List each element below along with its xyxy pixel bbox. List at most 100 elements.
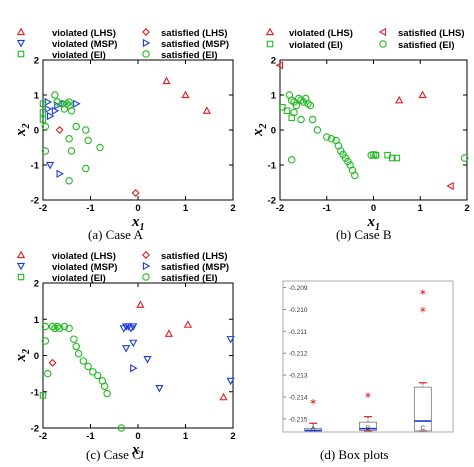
category-label: C — [420, 425, 425, 432]
legend-violated-ei: violated (EI) — [52, 50, 106, 61]
series-violated-msp — [119, 323, 235, 393]
data-point — [79, 357, 88, 365]
data-point — [202, 106, 212, 114]
box-B: ∗ — [359, 391, 377, 432]
data-point — [41, 322, 50, 331]
y-tick-label: 2 — [34, 279, 39, 290]
data-point — [39, 116, 47, 123]
data-point — [304, 100, 312, 108]
x-tick-label: 0 — [135, 203, 140, 214]
x-tick-label: -1 — [323, 203, 332, 214]
y-tick-label: -0.212 — [289, 351, 308, 358]
data-point — [131, 189, 140, 197]
data-point — [84, 136, 92, 145]
caption-case-c: (c) Case C — [86, 447, 141, 462]
data-point — [294, 94, 303, 103]
legend-marker-violated-msp — [16, 39, 26, 48]
legend-top-left: violated (LHS) satisfied (LHS) violated … — [16, 27, 229, 61]
square-marker — [17, 273, 25, 281]
data-point — [72, 122, 81, 131]
data-point — [275, 61, 284, 70]
data-point — [101, 382, 109, 391]
series-violated-ei — [39, 100, 47, 123]
data-point — [65, 324, 73, 333]
legend-satisfied-msp: satisfied (MSP) — [161, 39, 229, 50]
x-tick-label: -2 — [276, 203, 284, 214]
data-point — [54, 101, 62, 110]
legend-satisfied-lhs-b: satisfied (LHS) — [398, 28, 465, 39]
data-point — [308, 115, 317, 124]
legend-marker-violated-ei — [17, 50, 25, 58]
x-tick-label: -2 — [39, 431, 47, 442]
x-tick-label: 2 — [230, 431, 235, 442]
legend-marker-violated-lhs — [16, 27, 26, 36]
y-tick-label: -0.215 — [289, 416, 308, 423]
outlier-marker: ∗ — [364, 391, 372, 401]
data-point — [51, 91, 59, 99]
data-point — [51, 106, 60, 115]
x-tick-label: 1 — [418, 203, 424, 214]
data-point — [60, 105, 69, 113]
y-tick-label: -0.210 — [289, 307, 308, 314]
circle-marker — [142, 273, 150, 281]
y-tick-label: -0.214 — [289, 394, 308, 401]
data-point — [287, 96, 296, 105]
data-point — [55, 324, 64, 333]
data-point — [70, 335, 78, 343]
square-marker — [17, 50, 25, 58]
legend-marker-satisfied-lhs-b — [378, 27, 387, 37]
data-point — [395, 95, 404, 104]
data-point — [162, 76, 171, 85]
data-point — [292, 101, 301, 110]
data-point — [45, 161, 55, 170]
data-point — [219, 392, 228, 401]
data-point — [44, 104, 53, 114]
box-plot-panel: -0.209 -0.210 -0.211 -0.212 -0.213 -0.214 -0.2… — [282, 280, 454, 433]
y-axis-label: x2 — [13, 349, 32, 363]
legend-violated-lhs-c: violated (LHS) — [52, 251, 116, 262]
data-point — [74, 349, 83, 358]
legend-marker-violated-ei-b — [266, 40, 274, 48]
data-point — [65, 177, 73, 185]
box-iqr — [359, 421, 377, 431]
data-point — [41, 147, 50, 155]
legend-satisfied-msp-c: satisfied (MSP) — [161, 262, 229, 273]
series-violated-lhs — [395, 90, 427, 104]
y-tick-label: -0.211 — [289, 329, 307, 336]
series-violated-msp — [45, 161, 55, 170]
legend-satisfied-lhs: satisfied (LHS) — [161, 28, 228, 39]
category-label: A — [311, 425, 316, 432]
data-point — [39, 392, 47, 399]
data-point — [226, 336, 235, 344]
legend-marker-satisfied-lhs — [142, 28, 150, 36]
triangle-up-marker — [265, 27, 275, 36]
triangle-down-marker — [16, 39, 26, 48]
data-point — [130, 364, 138, 373]
data-point — [55, 126, 64, 134]
data-point — [53, 322, 61, 331]
data-point — [136, 300, 145, 308]
y-tick-label: -1 — [31, 387, 40, 398]
series-satisfied-lhs — [275, 61, 454, 191]
data-point — [103, 389, 111, 398]
caption-box-plots: (d) Box plots — [320, 447, 389, 462]
box-C: ∗∗ — [413, 288, 432, 432]
series-satisfied-lhs — [55, 126, 140, 197]
legend-marker-satisfied-msp-c — [142, 261, 151, 271]
x-tick-label: 0 — [135, 431, 140, 442]
data-point — [129, 339, 138, 348]
y-tick-label: 2 — [271, 56, 276, 67]
data-point — [155, 385, 164, 393]
series-satisfied-msp — [130, 364, 138, 373]
series-satisfied-ei — [41, 91, 104, 185]
data-point — [47, 111, 55, 121]
y-tick-label: 0 — [34, 126, 39, 137]
data-point — [65, 135, 73, 143]
data-point — [41, 122, 50, 131]
data-point — [283, 107, 291, 115]
diamond-marker — [142, 251, 150, 259]
box-A: ∗ — [304, 397, 323, 432]
x-tick-label: -2 — [39, 203, 47, 214]
